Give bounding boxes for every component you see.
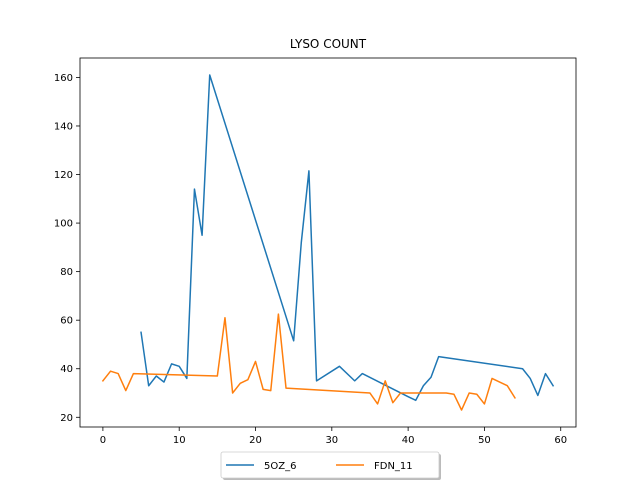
legend-label: 5OZ_6 xyxy=(264,461,296,472)
y-tick-label: 80 xyxy=(60,267,73,278)
legend-box xyxy=(220,451,440,479)
chart-title: LYSO COUNT xyxy=(290,37,367,51)
series-line-1 xyxy=(101,313,516,411)
series-line-0 xyxy=(140,74,555,402)
y-axis: 20 40 60 80 100 120 140 160 xyxy=(54,73,80,424)
y-tick-label: 140 xyxy=(54,121,73,132)
y-tick-label: 160 xyxy=(54,73,73,84)
x-tick-label: 50 xyxy=(478,435,491,446)
x-tick-label: 20 xyxy=(249,435,262,446)
y-tick-label: 100 xyxy=(54,219,73,230)
x-tick-label: 0 xyxy=(100,435,106,446)
plot-frame xyxy=(79,57,577,428)
y-tick-label: 60 xyxy=(60,316,73,327)
legend: 5OZ_6 FDN_11 xyxy=(220,451,441,480)
x-tick-label: 30 xyxy=(325,435,338,446)
series-layer xyxy=(101,74,555,411)
y-tick-label: 20 xyxy=(60,413,73,424)
legend-label: FDN_11 xyxy=(374,461,413,472)
y-tick-label: 120 xyxy=(54,170,73,181)
x-axis: 0 10 20 30 40 50 60 xyxy=(100,427,567,446)
x-tick-label: 60 xyxy=(554,435,567,446)
y-tick-label: 40 xyxy=(60,364,73,375)
x-tick-label: 10 xyxy=(173,435,186,446)
x-tick-label: 40 xyxy=(402,435,415,446)
